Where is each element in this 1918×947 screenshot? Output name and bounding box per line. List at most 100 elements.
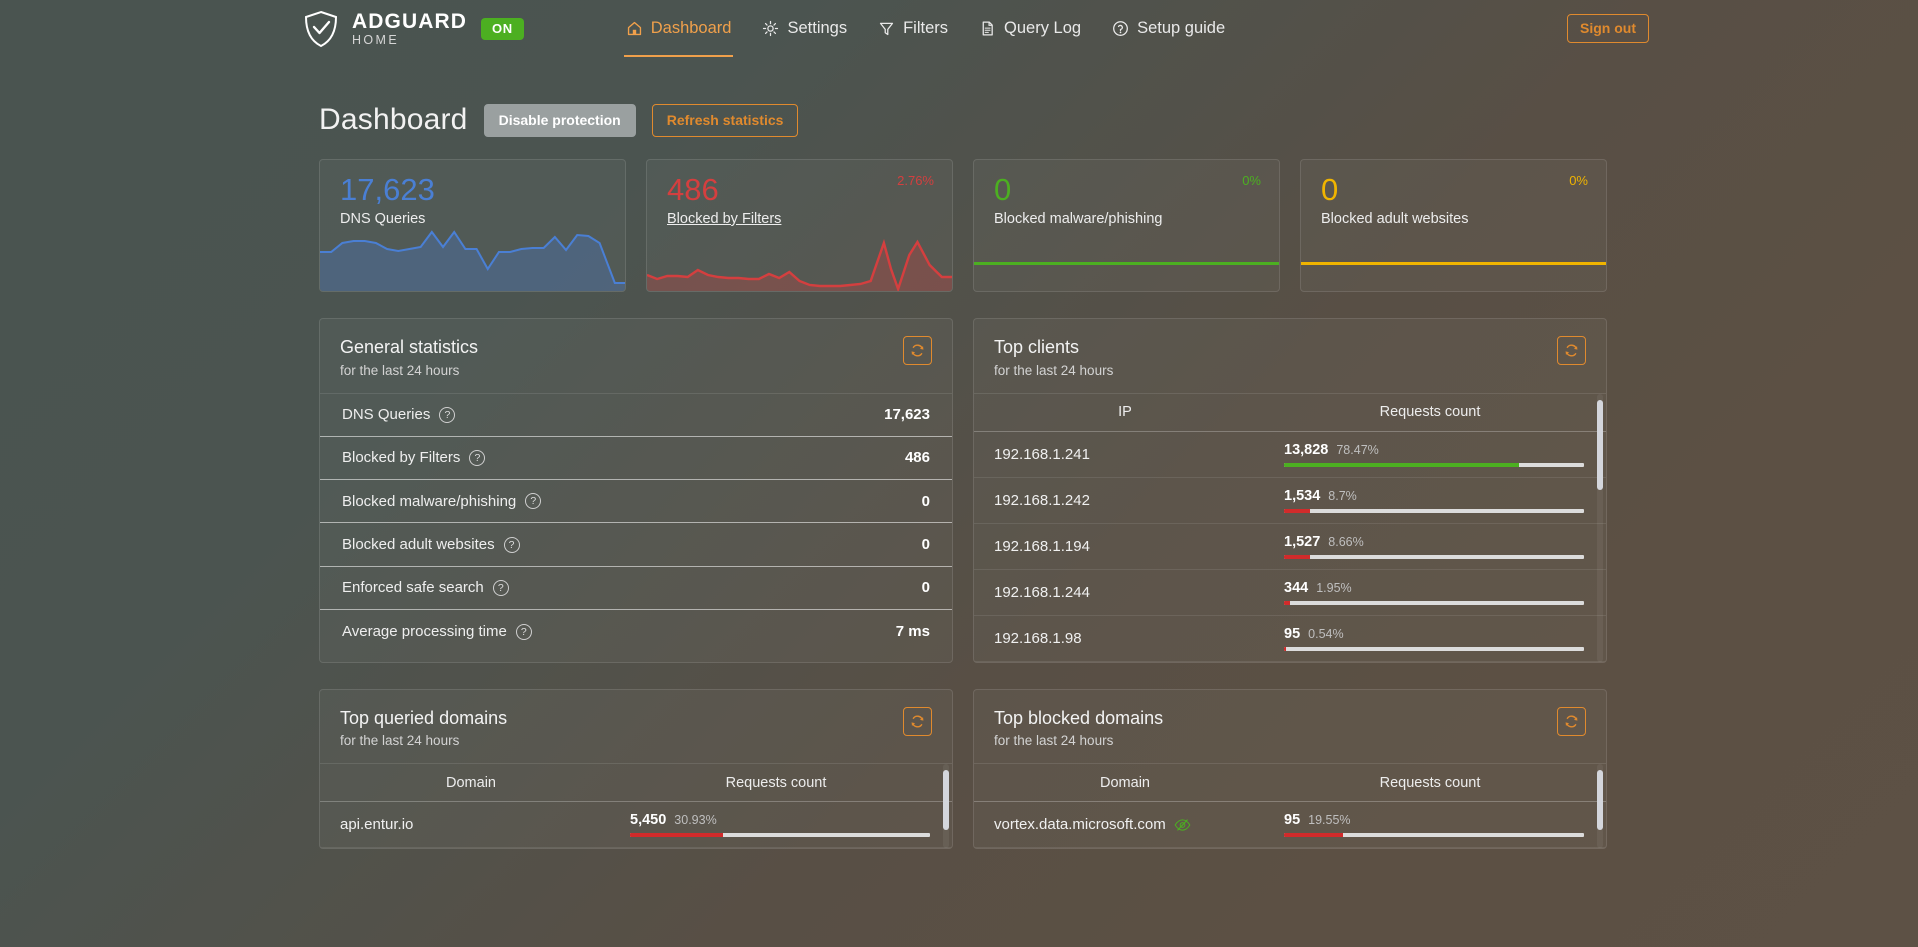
table-row[interactable]: 192.168.1.241 13,828 78.47% — [974, 432, 1606, 478]
count-value: 1,534 — [1284, 487, 1321, 504]
vertical-scrollbar-thumb[interactable] — [1597, 399, 1603, 490]
general-stat-name: Blocked malware/phishing ? — [342, 493, 542, 510]
brand-logo[interactable]: ADGUARD HOME — [303, 10, 467, 48]
table-row[interactable]: 192.168.1.98 95 0.54% — [974, 616, 1606, 662]
stat-card-dns-queries[interactable]: 17,623 DNS Queries — [319, 159, 626, 292]
general-stat-label: Blocked by Filters — [342, 449, 461, 467]
help-icon[interactable]: ? — [503, 536, 520, 553]
blocked-by-filters-percent: 2.76% — [897, 173, 934, 188]
table-header-row: Domain Requests count — [320, 764, 952, 802]
panel-subtitle: for the last 24 hours — [340, 362, 460, 378]
progress-bar-fill — [1284, 600, 1290, 605]
table-row[interactable]: 192.168.1.244 344 1.95% — [974, 570, 1606, 616]
brand-title: ADGUARD — [352, 9, 468, 33]
panel-subtitle: for the last 24 hours — [994, 733, 1114, 748]
stat-card-blocked-malware[interactable]: 0% 0 Blocked malware/phishing — [973, 159, 1280, 292]
panel-top-clients: Top clients for the last 24 hours — [973, 318, 1607, 663]
count-percent: 0.54% — [1308, 626, 1344, 641]
blocked-adult-percent: 0% — [1569, 173, 1588, 188]
panel-header-text: Top blocked domains for the last 24 hour… — [994, 707, 1163, 749]
panels-row-1: General statistics for the last 24 hours — [319, 318, 1607, 663]
panel-header-text: Top queried domains for the last 24 hour… — [340, 707, 507, 749]
count-line: 13,828 78.47% — [1276, 442, 1584, 458]
blocked-adult-sparkline — [1301, 262, 1606, 265]
table-row[interactable]: vortex.data.microsoft.com 95 19.55% — [974, 802, 1606, 848]
client-requests: 344 1.95% — [1276, 580, 1606, 605]
help-icon[interactable]: ? — [492, 579, 509, 596]
panel-title: Top clients — [994, 337, 1080, 357]
count-percent: 19.55% — [1308, 813, 1351, 827]
count-line: 5,450 30.93% — [622, 812, 930, 828]
refresh-top-clients-button[interactable] — [1557, 336, 1586, 365]
nav-item-filters[interactable]: Filters — [876, 0, 950, 57]
general-stat-row: Average processing time ? 7 ms — [320, 610, 952, 653]
domain-name[interactable]: vortex.data.microsoft.com — [994, 816, 1166, 833]
domain-requests: 95 19.55% — [1276, 812, 1606, 837]
panels-row-2: Top queried domains for the last 24 hour… — [319, 688, 1607, 849]
stat-card-blocked-by-filters[interactable]: 2.76% 486 Blocked by Filters — [646, 159, 953, 292]
panel-subtitle: for the last 24 hours — [340, 733, 460, 748]
sign-out-button[interactable]: Sign out — [1567, 14, 1649, 43]
nav-item-dashboard[interactable]: Dashboard — [623, 0, 734, 57]
help-icon[interactable]: ? — [515, 623, 532, 640]
panel-subtitle: for the last 24 hours — [994, 362, 1114, 378]
protection-status-badge[interactable]: ON — [481, 17, 524, 40]
refresh-top-queried-domains-button[interactable] — [903, 706, 932, 736]
count-percent: 78.47% — [1336, 442, 1379, 457]
top-queried-domains-table: Domain Requests count api.entur.io 5,450… — [320, 764, 952, 848]
help-icon[interactable]: ? — [525, 493, 542, 510]
nav-item-query-log[interactable]: Query Log — [977, 0, 1083, 57]
vertical-scrollbar-thumb[interactable] — [943, 770, 949, 830]
count-value: 5,450 — [630, 812, 667, 828]
blocked-malware-percent: 0% — [1242, 173, 1261, 188]
eye-off-icon[interactable] — [1174, 818, 1191, 832]
nav-label-setup-guide: Setup guide — [1137, 19, 1226, 37]
table-row[interactable]: 192.168.1.194 1,527 8.66% — [974, 524, 1606, 570]
table-row[interactable]: 192.168.1.242 1,534 8.7% — [974, 478, 1606, 524]
panel-header-text: General statistics for the last 24 hours — [340, 336, 478, 378]
stat-card-blocked-adult[interactable]: 0% 0 Blocked adult websites — [1300, 159, 1607, 292]
main-navigation: Dashboard Settings Filters — [623, 0, 1227, 57]
page-content: Dashboard Disable protection Refresh sta… — [0, 57, 1918, 849]
top-navigation-bar: ADGUARD HOME ON Dashboard Setting — [0, 0, 1918, 57]
nav-label-settings: Settings — [787, 19, 848, 37]
nav-item-setup-guide[interactable]: Setup guide — [1110, 0, 1227, 57]
dns-queries-value: 17,623 — [340, 172, 435, 207]
progress-bar-fill — [1284, 646, 1286, 651]
domain-requests: 5,450 30.93% — [622, 812, 952, 837]
count-percent: 8.66% — [1328, 534, 1364, 549]
count-percent: 1.95% — [1316, 580, 1352, 595]
top-clients-table: IP Requests count 192.168.1.241 13,828 7… — [974, 393, 1606, 662]
disable-protection-button[interactable]: Disable protection — [483, 103, 636, 137]
refresh-top-blocked-domains-button[interactable] — [1557, 706, 1586, 736]
stat-cards-row: 17,623 DNS Queries 2.76% 486 Blocked by … — [319, 159, 1607, 292]
vertical-scrollbar-thumb[interactable] — [1597, 770, 1603, 830]
count-line: 1,527 8.66% — [1276, 534, 1584, 550]
nav-item-settings[interactable]: Settings — [760, 0, 849, 57]
dns-queries-label: DNS Queries — [340, 210, 426, 227]
general-stat-row: DNS Queries ? 17,623 — [320, 394, 952, 437]
progress-bar — [630, 833, 930, 837]
blocked-adult-value: 0 — [1321, 172, 1339, 207]
table-row[interactable]: api.entur.io 5,450 30.93% — [320, 802, 952, 848]
blocked-by-filters-sparkline — [647, 225, 952, 291]
client-requests: 13,828 78.47% — [1276, 442, 1606, 467]
progress-bar — [1284, 508, 1584, 513]
domain-cell: vortex.data.microsoft.com — [974, 816, 1276, 833]
client-ip: 192.168.1.242 — [994, 491, 1090, 509]
help-icon[interactable]: ? — [469, 449, 486, 466]
refresh-icon — [1565, 344, 1578, 357]
blocked-malware-value: 0 — [994, 172, 1012, 207]
domain-name[interactable]: api.entur.io — [340, 816, 414, 833]
refresh-icon — [1565, 715, 1578, 727]
count-line: 95 0.54% — [1276, 626, 1584, 642]
refresh-general-statistics-button[interactable] — [903, 336, 932, 365]
help-icon[interactable]: ? — [439, 406, 456, 423]
count-value: 344 — [1284, 579, 1309, 596]
refresh-statistics-button[interactable]: Refresh statistics — [651, 103, 799, 137]
client-requests: 1,534 8.7% — [1276, 488, 1606, 513]
general-stat-name: DNS Queries ? — [342, 406, 456, 423]
blocked-by-filters-label[interactable]: Blocked by Filters — [667, 210, 782, 227]
top-blocked-domains-table: Domain Requests count vortex.data.micros… — [974, 764, 1606, 848]
table-header-row: Domain Requests count — [974, 764, 1606, 802]
